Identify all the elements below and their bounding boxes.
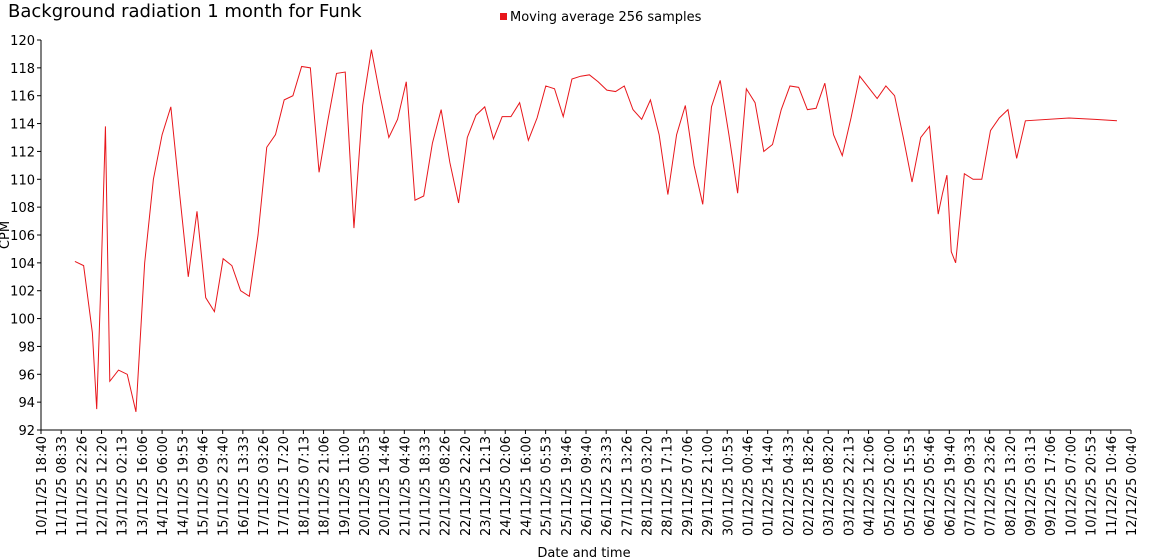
y-tick-label: 102	[10, 285, 35, 300]
x-tick-label: 20/11/25 00:53	[358, 436, 373, 536]
x-tick-label: 18/11/25 21:06	[318, 436, 333, 536]
x-tick-label: 07/12/25 09:33	[964, 436, 979, 536]
x-tick-label: 28/11/25 17:13	[661, 436, 676, 536]
x-tick-label: 21/11/25 18:33	[419, 436, 434, 536]
x-tick-label: 25/11/25 05:53	[540, 436, 555, 536]
x-tick-label: 09/12/25 17:06	[1044, 436, 1059, 536]
legend-label: Moving average 256 samples	[510, 10, 702, 25]
chart-title: Background radiation 1 month for Funk	[8, 1, 362, 22]
x-tick-label: 03/12/25 22:13	[842, 436, 857, 536]
y-tick-label: 94	[18, 396, 35, 411]
x-tick-label: 14/11/25 06:00	[156, 436, 171, 536]
y-tick-label: 100	[10, 313, 35, 328]
x-tick-label: 02/12/25 18:26	[802, 436, 817, 536]
x-tick-label: 11/11/25 22:26	[75, 436, 90, 536]
x-tick-label: 03/12/25 08:20	[822, 436, 837, 536]
x-tick-label: 26/11/25 23:33	[600, 436, 615, 536]
y-tick-label: 114	[10, 118, 35, 133]
y-tick-label: 106	[10, 229, 35, 244]
x-tick-label: 25/11/25 19:46	[560, 436, 575, 536]
y-axis-title: CPM	[0, 221, 13, 249]
x-tick-label: 13/11/25 02:13	[116, 436, 131, 536]
x-tick-label: 11/11/25 08:33	[55, 436, 70, 536]
legend-swatch	[500, 13, 507, 20]
x-tick-label: 01/12/25 14:40	[762, 436, 777, 536]
y-tick-label: 112	[10, 145, 35, 160]
x-tick-label: 01/12/25 00:46	[741, 436, 756, 536]
x-tick-label: 13/11/25 16:06	[136, 436, 151, 536]
x-tick-label: 21/11/25 04:40	[398, 436, 413, 536]
x-tick-label: 22/11/25 22:20	[459, 436, 474, 536]
x-tick-label: 05/12/25 15:53	[903, 436, 918, 536]
x-tick-label: 05/12/25 02:00	[883, 436, 898, 536]
x-tick-label: 06/12/25 19:40	[943, 436, 958, 536]
x-tick-label: 15/11/25 09:46	[196, 436, 211, 536]
x-tick-label: 04/12/25 12:06	[863, 436, 878, 536]
x-tick-label: 23/11/25 12:13	[479, 436, 494, 536]
x-tick-label: 08/12/25 13:20	[1004, 436, 1019, 536]
y-tick-label: 116	[10, 90, 35, 105]
x-tick-label: 18/11/25 07:13	[297, 436, 312, 536]
x-axis-title: Date and time	[537, 546, 630, 560]
x-tick-label: 22/11/25 08:26	[439, 436, 454, 536]
x-tick-label: 10/12/25 20:53	[1085, 436, 1100, 536]
x-tick-label: 17/11/25 03:26	[257, 436, 272, 536]
x-tick-label: 26/11/25 09:40	[580, 436, 595, 536]
x-tick-label: 30/11/25 10:53	[721, 436, 736, 536]
x-tick-label: 17/11/25 17:20	[277, 436, 292, 536]
x-tick-label: 11/12/25 10:46	[1105, 436, 1120, 536]
x-tick-label: 06/12/25 05:46	[923, 436, 938, 536]
x-tick-label: 24/11/25 16:00	[519, 436, 534, 536]
x-tick-label: 29/11/25 07:06	[681, 436, 696, 536]
x-tick-label: 12/12/25 00:40	[1125, 436, 1140, 536]
data-line	[74, 49, 1117, 413]
x-tick-label: 29/11/25 21:00	[701, 436, 716, 536]
y-tick-label: 118	[10, 62, 35, 77]
y-tick-label: 104	[10, 257, 35, 272]
x-tick-label: 09/12/25 03:13	[1024, 436, 1039, 536]
x-tick-label: 24/11/25 02:06	[499, 436, 514, 536]
x-tick-label: 27/11/25 13:26	[620, 436, 635, 536]
x-tick-label: 02/12/25 04:33	[782, 436, 797, 536]
y-tick-label: 92	[18, 424, 35, 439]
y-tick-label: 96	[18, 368, 35, 383]
y-tick-label: 98	[18, 340, 35, 355]
y-tick-label: 120	[10, 34, 35, 49]
x-tick-label: 14/11/25 19:53	[176, 436, 191, 536]
x-tick-label: 10/11/25 18:40	[35, 436, 50, 536]
x-tick-label: 12/11/25 12:20	[96, 436, 111, 536]
x-tick-label: 20/11/25 14:46	[378, 436, 393, 536]
x-tick-label: 19/11/25 11:00	[338, 436, 353, 536]
x-tick-label: 15/11/25 23:40	[217, 436, 232, 536]
x-tick-label: 10/12/25 07:00	[1064, 436, 1079, 536]
x-tick-label: 16/11/25 13:33	[237, 436, 252, 536]
y-tick-label: 110	[10, 173, 35, 188]
x-tick-label: 28/11/25 03:20	[641, 436, 656, 536]
x-tick-label: 07/12/25 23:26	[984, 436, 999, 536]
y-tick-label: 108	[10, 201, 35, 216]
